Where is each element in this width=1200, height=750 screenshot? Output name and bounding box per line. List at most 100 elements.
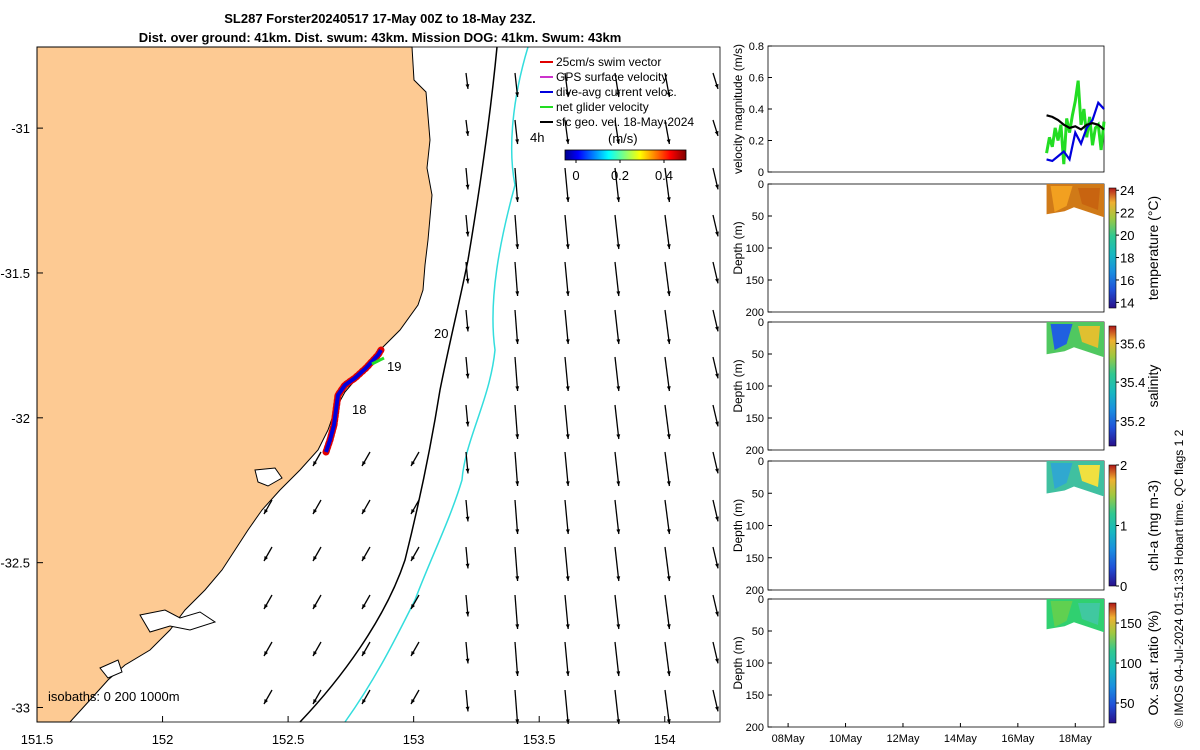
colorbar-tick-label: 100 [1120, 656, 1142, 671]
geo-velocity-arrow [664, 261, 671, 297]
colorbar-tick-label: 18 [1120, 251, 1134, 266]
velocity-series-line [1045, 80, 1106, 165]
velocity-y-tick-label: 0.4 [749, 104, 764, 116]
legend-label: sfc geo. vel. 18-May-2024 [556, 115, 694, 129]
geo-velocity-arrow [712, 546, 719, 569]
geo-velocity-arrow [712, 641, 719, 664]
depth-tick-label: 100 [746, 521, 764, 533]
geo-velocity-arrow [564, 167, 570, 203]
geo-velocity-arrow [312, 499, 322, 515]
profile-data-feature [1078, 188, 1100, 210]
depth-axis-label: Depth (m) [731, 221, 745, 274]
velocity-y-tick-label: 0.8 [749, 41, 764, 53]
map-y-tick-label: -31.5 [0, 266, 30, 281]
colorbar-unit-label: (m/s) [608, 131, 638, 146]
velocity-y-tick-label: 0.2 [749, 136, 764, 148]
profile-data-feature [1050, 463, 1073, 489]
depth-tick-label: 50 [752, 349, 764, 361]
geo-velocity-arrow [664, 451, 671, 487]
depth-axis-label: Depth (m) [731, 499, 745, 552]
depth-tick-label: 150 [746, 275, 764, 287]
colorbar-tick-label: 2 [1120, 458, 1127, 473]
map-y-tick-label: -31 [11, 121, 30, 136]
speed-colorbar [564, 149, 687, 161]
depth-axis-label: Depth (m) [731, 636, 745, 689]
geo-velocity-arrow [514, 451, 520, 487]
geo-velocity-arrow [361, 546, 371, 562]
depth-tick-label: 150 [746, 553, 764, 565]
track-day-label: 20 [434, 326, 448, 341]
map-x-tick-label: 152 [152, 732, 174, 747]
geo-velocity-arrow [312, 546, 322, 562]
geo-velocity-arrow [312, 641, 322, 657]
colorbar-tick-label: 14 [1120, 295, 1134, 310]
geo-velocity-arrow [361, 689, 371, 705]
geo-velocity-arrow [312, 451, 322, 467]
geo-velocity-arrow [514, 167, 520, 203]
geo-velocity-arrow [712, 214, 719, 237]
date-tick-label: 16May [1001, 733, 1035, 745]
depth-axis-label: Depth (m) [731, 359, 745, 412]
geo-velocity-arrow [664, 594, 671, 630]
geo-velocity-arrow [614, 546, 621, 582]
isobath-200m [299, 46, 498, 723]
geo-velocity-arrow [664, 309, 671, 345]
chart-title-line1: SL287 Forster20240517 17-May 00Z to 18-M… [224, 11, 536, 26]
geo-velocity-arrow [263, 641, 273, 657]
colorbar-tick-label: 22 [1120, 206, 1134, 221]
colorbar-tick-label: 0.2 [611, 168, 629, 183]
geo-velocity-arrow [712, 404, 719, 427]
geo-velocity-arrow [712, 689, 719, 712]
velocity-series-line [1046, 100, 1105, 163]
copyright-credit: © IMOS 04-Jul-2024 01:51:33 Hobart time.… [1172, 429, 1186, 728]
profile-data-feature [1078, 326, 1100, 348]
profile-data-feature [1078, 465, 1100, 487]
map-y-tick-label: -32.5 [0, 556, 30, 571]
geo-velocity-arrow [312, 689, 322, 705]
land-area [36, 46, 433, 723]
date-tick-label: 14May [944, 733, 978, 745]
geo-velocity-arrow [514, 404, 520, 440]
date-tick-label: 10May [829, 733, 863, 745]
geo-velocity-arrow [410, 499, 420, 515]
velocity-y-tick-label: 0.6 [749, 73, 764, 85]
depth-tick-label: 150 [746, 413, 764, 425]
geo-velocity-arrow [465, 689, 470, 712]
geo-velocity-arrow [564, 261, 570, 297]
colorbar-tick-label: 35.2 [1120, 414, 1145, 429]
depth-tick-label: 100 [746, 243, 764, 255]
map-y-tick-label: -32 [11, 411, 30, 426]
date-tick-label: 18May [1059, 733, 1093, 745]
geo-velocity-arrow [712, 594, 719, 617]
map-axes-frame [36, 46, 721, 723]
profile-data-feature [1050, 601, 1073, 627]
depth-tick-label: 100 [746, 658, 764, 670]
geo-velocity-arrow [712, 356, 719, 379]
geo-velocity-arrow [664, 72, 671, 98]
colorbar-quantity-label: temperature (°C) [1145, 196, 1161, 300]
geo-velocity-arrow [465, 214, 470, 237]
geo-velocity-arrow [361, 499, 371, 515]
chart-title-line2: Dist. over ground: 41km. Dist. swum: 43k… [138, 30, 622, 45]
depth-tick-label: 0 [758, 179, 764, 191]
geo-velocity-arrow [465, 167, 470, 190]
geo-velocity-arrow [614, 309, 621, 345]
geo-velocity-arrow [514, 261, 520, 297]
legend-entry: sfc geo. vel. 18-May-2024 [540, 115, 694, 129]
geo-velocity-arrow [614, 261, 621, 297]
geo-velocity-arrow [614, 356, 621, 392]
estuary-inlet [254, 467, 283, 487]
geo-velocity-arrow [564, 451, 570, 487]
colorbar-tick-label: 16 [1120, 273, 1134, 288]
colorbar-tick-label: 1 [1120, 519, 1127, 534]
colorbar-tick-label: 35.4 [1120, 375, 1145, 390]
estuary-lake [139, 609, 217, 633]
geo-velocity-arrow [614, 641, 621, 677]
geo-velocity-arrow [564, 119, 570, 145]
geo-velocity-arrow [614, 72, 621, 98]
depth-tick-label: 200 [746, 722, 764, 734]
geo-velocity-arrow [465, 404, 470, 427]
geo-velocity-arrow [564, 499, 570, 535]
depth-tick-label: 200 [746, 445, 764, 457]
